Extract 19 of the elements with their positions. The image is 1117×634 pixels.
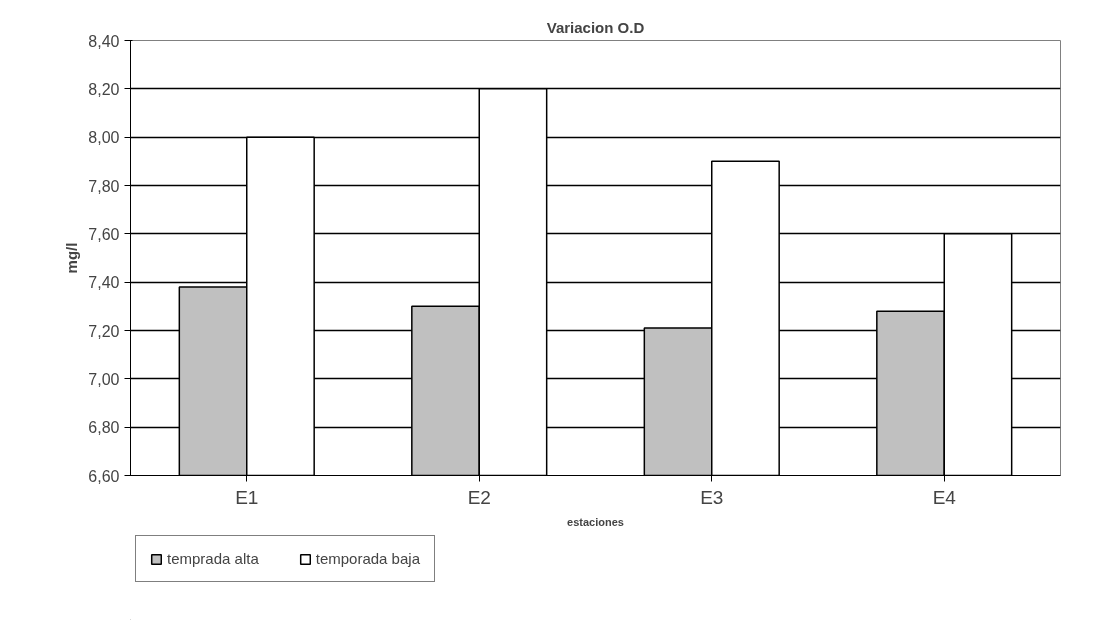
y-tick-label: 8,20: [88, 80, 120, 98]
x-tick-label: E1: [235, 486, 259, 508]
y-axis-title: mg/l: [63, 242, 81, 274]
x-axis-title: estaciones: [567, 515, 624, 528]
chart-title: Variacion O.D: [546, 18, 645, 36]
x-tick-label: E3: [700, 486, 724, 508]
x-tick-label: E2: [467, 486, 491, 508]
y-tick-label: 8,00: [88, 129, 120, 147]
x-tick-label: E4: [932, 486, 957, 508]
legend-label: temprada alta: [167, 550, 259, 567]
y-tick-label: 8,40: [88, 32, 120, 50]
legend-label: temporada baja: [315, 550, 420, 567]
y-tick-label: 7,00: [88, 370, 120, 388]
y-tick-label: 6,60: [88, 467, 120, 485]
y-tick-label: 7,40: [88, 274, 120, 292]
y-tick-label: 7,60: [88, 225, 120, 243]
y-tick-label: 7,80: [88, 177, 120, 195]
y-tick-label: 6,80: [88, 419, 120, 437]
y-tick-label: 7,20: [88, 322, 120, 340]
